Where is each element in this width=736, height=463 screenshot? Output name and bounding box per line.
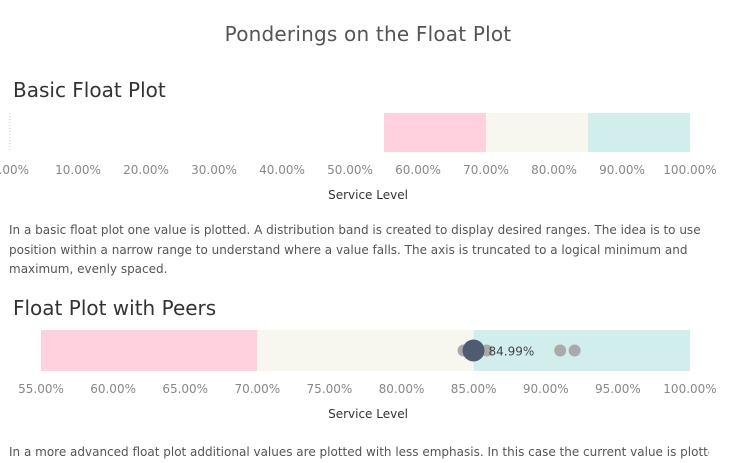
tick-label: 65.00% (162, 382, 208, 396)
tick-label: 30.00% (191, 163, 237, 177)
tick-label: 80.00% (379, 382, 425, 396)
tick-label: 100.00% (663, 163, 716, 177)
tick-label: 95.00% (595, 382, 641, 396)
section-title-peers: Float Plot with Peers (13, 296, 217, 320)
tick-label: 60.00% (395, 163, 441, 177)
basic-description: In a basic float plot one value is plott… (9, 223, 701, 276)
tick-label: 85.00% (451, 382, 497, 396)
peers-float-plot: 55.00% 60.00% 65.00% 70.00% 75.00% 80.00% 85.0… (0, 327, 736, 402)
tick-label: 10.00% (55, 163, 101, 177)
current-value-label: 84.99% (489, 345, 535, 359)
peer-point (568, 344, 581, 357)
tick-label: 50.00% (327, 163, 373, 177)
current-value-point (462, 339, 485, 362)
tick-label: 90.00% (523, 382, 569, 396)
tick-label: 55.00% (18, 382, 64, 396)
band-1 (257, 330, 474, 371)
band-2 (473, 330, 690, 371)
tick-label: 100.00% (663, 382, 716, 396)
tick-label: 70.00% (234, 382, 280, 396)
peers-float-plot-svg: 55.00% 60.00% 65.00% 70.00% 75.00% 80.00% 85.0… (18, 330, 717, 396)
band-1 (486, 113, 588, 152)
peer-point (554, 344, 567, 357)
tick-label: 80.00% (531, 163, 577, 177)
peers-xlabel: Service Level (328, 407, 408, 421)
tick-label: 40.00% (259, 163, 305, 177)
band-2 (588, 113, 690, 152)
basic-float-plot: 0.00% 10.00% 20.00% 30.00% 40.00% 50.00% 60.00… (0, 108, 736, 183)
tick-label: 0.00% (0, 163, 29, 177)
tick-label: 75.00% (307, 382, 353, 396)
tick-label: 60.00% (90, 382, 136, 396)
tick-label: 90.00% (599, 163, 645, 177)
page-title: Ponderings on the Float Plot (224, 22, 512, 46)
basic-xlabel: Service Level (328, 188, 408, 202)
band-0 (384, 113, 486, 152)
section-title-basic: Basic Float Plot (13, 78, 166, 102)
basic-float-plot-svg: 0.00% 10.00% 20.00% 30.00% 40.00% 50.00% 60.00… (0, 113, 717, 177)
band-0 (41, 330, 258, 371)
peers-description: In a more advanced float plot additional… (9, 445, 709, 459)
tick-label: 70.00% (463, 163, 509, 177)
tick-label: 20.00% (123, 163, 169, 177)
